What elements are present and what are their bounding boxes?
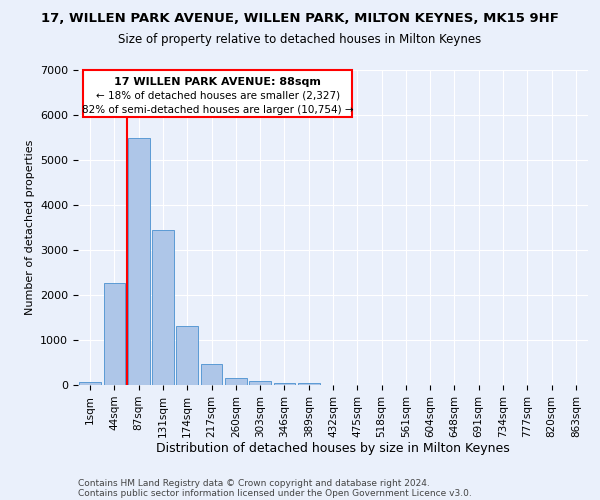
Bar (79, 382, 101, 385)
Bar (200, 364, 223, 385)
X-axis label: Distribution of detached houses by size in Milton Keynes: Distribution of detached houses by size … (156, 442, 510, 456)
Text: ← 18% of detached houses are smaller (2,327): ← 18% of detached houses are smaller (2,… (95, 91, 340, 101)
Bar (298, 383, 320, 385)
Y-axis label: Number of detached properties: Number of detached properties (25, 140, 35, 315)
Bar (128, 138, 149, 385)
Bar (104, 283, 125, 385)
Bar (249, 380, 271, 385)
Text: Contains HM Land Registry data © Crown copyright and database right 2024.: Contains HM Land Registry data © Crown c… (78, 478, 430, 488)
Text: 82% of semi-detached houses are larger (10,754) →: 82% of semi-detached houses are larger (… (82, 105, 353, 115)
Bar (225, 378, 247, 385)
Text: 17 WILLEN PARK AVENUE: 88sqm: 17 WILLEN PARK AVENUE: 88sqm (114, 77, 321, 87)
Bar (176, 326, 198, 385)
Text: Size of property relative to detached houses in Milton Keynes: Size of property relative to detached ho… (118, 32, 482, 46)
Text: 17, WILLEN PARK AVENUE, WILLEN PARK, MILTON KEYNES, MK15 9HF: 17, WILLEN PARK AVENUE, WILLEN PARK, MIL… (41, 12, 559, 26)
FancyBboxPatch shape (83, 70, 352, 117)
Bar (152, 230, 174, 385)
Text: Contains public sector information licensed under the Open Government Licence v3: Contains public sector information licen… (78, 488, 472, 498)
Bar (274, 382, 295, 385)
